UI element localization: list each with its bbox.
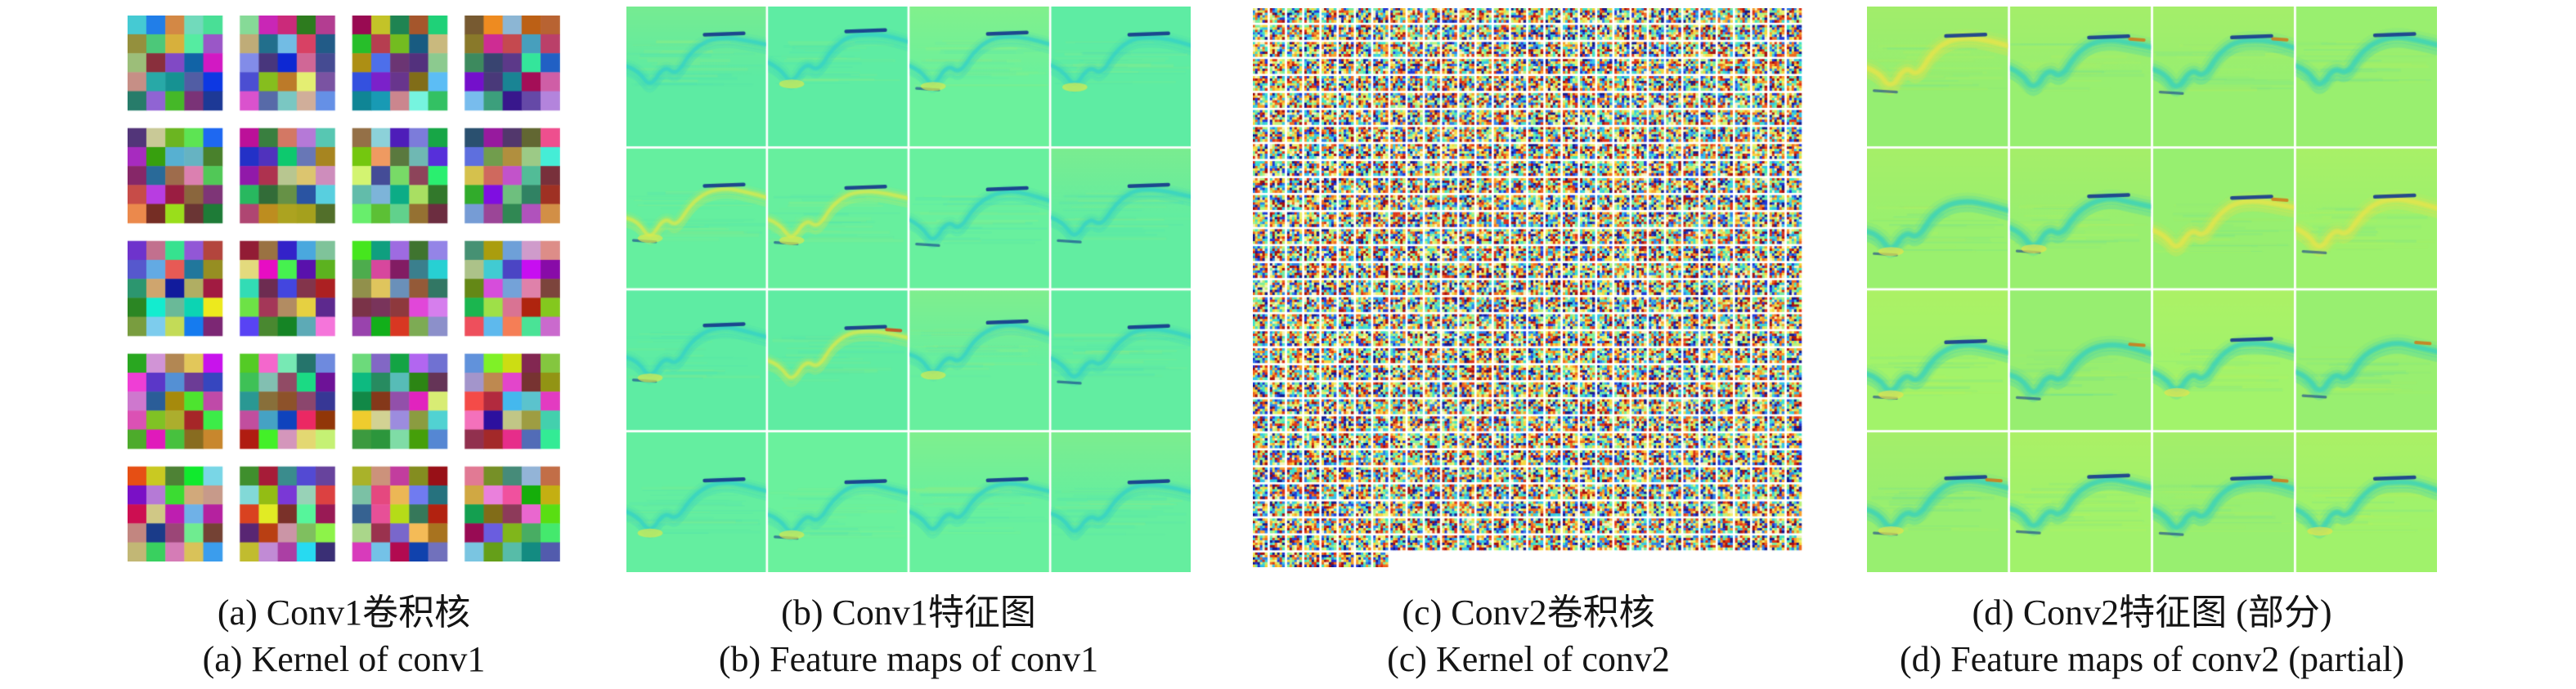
caption-conv1-featuremaps-zh: (b) Conv1特征图 — [781, 593, 1036, 633]
conv1-feature-maps-image — [626, 7, 1191, 572]
caption-conv2-featuremaps-zh: (d) Conv2特征图 (部分) — [1972, 593, 2332, 633]
panel-conv1-kernels — [128, 16, 560, 561]
caption-conv2-featuremaps-en: (d) Feature maps of conv2 (partial) — [1900, 639, 2404, 679]
caption-conv2-kernels: (c) Conv2卷积核 (c) Kernel of conv2 — [1253, 589, 1804, 682]
conv2-kernel-grid-image — [1253, 8, 1804, 567]
panel-conv1-featuremaps — [626, 7, 1191, 572]
panel-conv2-kernels — [1253, 8, 1804, 567]
caption-conv1-kernels-zh: (a) Conv1卷积核 — [217, 593, 471, 633]
panel-conv2-featuremaps — [1867, 7, 2437, 572]
caption-conv2-kernels-en: (c) Kernel of conv2 — [1387, 639, 1670, 679]
caption-conv1-kernels-en: (a) Kernel of conv1 — [202, 639, 486, 679]
caption-conv1-featuremaps-en: (b) Feature maps of conv1 — [718, 639, 1099, 679]
caption-conv2-kernels-zh: (c) Conv2卷积核 — [1402, 593, 1655, 633]
caption-conv2-featuremaps: (d) Conv2特征图 (部分) (d) Feature maps of co… — [1867, 589, 2437, 682]
conv2-feature-maps-image — [1867, 7, 2437, 572]
caption-conv1-kernels: (a) Conv1卷积核 (a) Kernel of conv1 — [128, 589, 560, 682]
conv1-kernel-grid-image — [128, 16, 560, 561]
caption-conv1-featuremaps: (b) Conv1特征图 (b) Feature maps of conv1 — [626, 589, 1191, 682]
